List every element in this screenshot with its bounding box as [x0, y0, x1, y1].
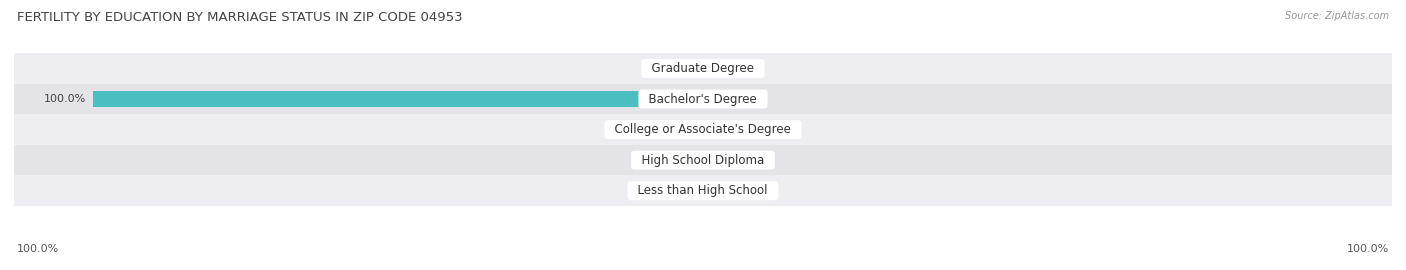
Text: 0.0%: 0.0% [643, 124, 671, 135]
Text: 0.0%: 0.0% [735, 63, 763, 73]
Text: College or Associate's Degree: College or Associate's Degree [607, 123, 799, 136]
Bar [703, 60, 727, 76]
Text: 0.0%: 0.0% [735, 186, 763, 196]
Text: 0.0%: 0.0% [643, 63, 671, 73]
Bar [679, 60, 703, 76]
Text: 0.0%: 0.0% [643, 186, 671, 196]
Bar [679, 152, 703, 168]
Bar [93, 91, 703, 107]
Text: FERTILITY BY EDUCATION BY MARRIAGE STATUS IN ZIP CODE 04953: FERTILITY BY EDUCATION BY MARRIAGE STATU… [17, 11, 463, 24]
Bar [703, 152, 727, 168]
Text: 0.0%: 0.0% [735, 94, 763, 104]
Bar [703, 183, 727, 199]
Bar [679, 183, 703, 199]
Text: Bachelor's Degree: Bachelor's Degree [641, 93, 765, 106]
FancyBboxPatch shape [1, 145, 1405, 176]
Bar [703, 91, 727, 107]
Legend: Married, Unmarried: Married, Unmarried [620, 266, 786, 270]
Text: Less than High School: Less than High School [630, 184, 776, 197]
Text: 100.0%: 100.0% [17, 244, 59, 254]
Text: 0.0%: 0.0% [735, 155, 763, 165]
Text: Graduate Degree: Graduate Degree [644, 62, 762, 75]
Bar [679, 122, 703, 137]
Text: Source: ZipAtlas.com: Source: ZipAtlas.com [1285, 11, 1389, 21]
FancyBboxPatch shape [1, 84, 1405, 114]
Text: High School Diploma: High School Diploma [634, 154, 772, 167]
FancyBboxPatch shape [1, 114, 1405, 145]
Text: 100.0%: 100.0% [44, 94, 86, 104]
Text: 100.0%: 100.0% [1347, 244, 1389, 254]
Bar [703, 122, 727, 137]
Text: 0.0%: 0.0% [643, 155, 671, 165]
FancyBboxPatch shape [1, 176, 1405, 206]
Text: 0.0%: 0.0% [735, 124, 763, 135]
FancyBboxPatch shape [1, 53, 1405, 84]
